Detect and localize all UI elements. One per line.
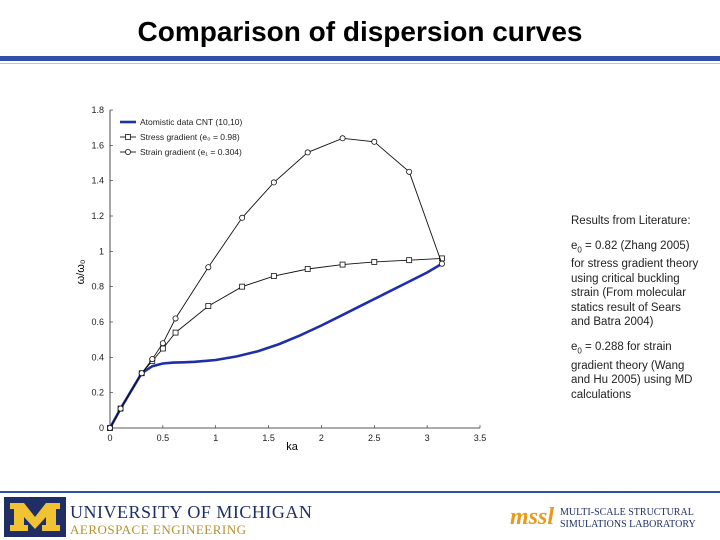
lab-name-line2: SIMULATIONS LABORATORY xyxy=(560,519,696,530)
y-tick-label: 1.8 xyxy=(91,105,104,115)
x-tick-label: 1.5 xyxy=(262,433,275,443)
legend-marker xyxy=(125,149,132,156)
x-tick-label: 3.5 xyxy=(474,433,487,443)
footer-divider xyxy=(0,491,720,493)
series-2 xyxy=(107,255,445,431)
literature-item-strain: e0 = 0.288 for strain gradient theory (W… xyxy=(571,340,693,401)
x-axis-label: ka xyxy=(286,441,299,453)
data-point xyxy=(138,370,145,377)
data-point xyxy=(159,340,166,347)
university-name: UNIVERSITY OF MICHIGAN xyxy=(70,502,313,522)
data-point xyxy=(239,283,246,290)
lab-name-line1: MULTI-SCALE STRUCTURAL xyxy=(560,507,694,518)
x-tick-label: 1 xyxy=(213,433,218,443)
data-point xyxy=(406,257,413,264)
chart-ticks: 0 0.5 1 1.5 2 2.5 3 3.5 0 0.2 0.4 0.6 0.8 1 1.2 1.4 1.6 1… xyxy=(91,105,486,443)
data-point xyxy=(205,303,212,310)
x-tick-label: 3 xyxy=(425,433,430,443)
data-point xyxy=(304,266,311,272)
title-divider-thin xyxy=(0,63,720,64)
x-tick-label: 0.5 xyxy=(157,433,170,443)
data-point xyxy=(172,315,179,322)
data-point xyxy=(107,424,114,431)
x-tick-label: 0 xyxy=(107,433,112,443)
y-tick-label: 0 xyxy=(99,423,104,433)
legend-label: Atomistic data CNT (10,10) xyxy=(140,117,243,127)
y-axis-label: ω/ω₀ xyxy=(75,260,87,285)
slide-title: Comparison of dispersion curves xyxy=(137,16,583,47)
y-tick-label: 0.2 xyxy=(91,388,104,398)
mssl-logo: mssl xyxy=(510,504,555,530)
data-point xyxy=(339,135,346,142)
legend-box xyxy=(116,113,268,165)
series-1 xyxy=(108,262,443,429)
data-point xyxy=(304,149,311,156)
chart-series xyxy=(107,135,445,431)
department-name: AEROSPACE ENGINEERING xyxy=(70,522,247,537)
data-point xyxy=(406,168,413,175)
y-tick-label: 1.2 xyxy=(91,211,104,221)
y-tick-label: 1.4 xyxy=(91,176,104,186)
dispersion-chart: 0 0.5 1 1.5 2 2.5 3 3.5 0 0.2 0.4 0.6 0.8 1 1.2 1.4 1.6 1… xyxy=(75,105,486,453)
data-point xyxy=(438,260,445,267)
literature-heading: Results from Literature: xyxy=(571,215,691,227)
legend-label: Stress gradient (e₀ = 0.98) xyxy=(140,132,240,142)
data-point xyxy=(270,179,277,186)
legend-label: Strain gradient (e₁ = 0.304) xyxy=(140,147,242,157)
legend-marker xyxy=(125,134,131,140)
y-tick-label: 1.6 xyxy=(91,140,104,150)
data-point xyxy=(117,405,124,412)
x-tick-label: 2 xyxy=(319,433,324,443)
y-tick-label: 1 xyxy=(99,246,104,256)
literature-notes: Results from Literature: e0 = 0.82 (Zhan… xyxy=(571,214,699,412)
university-block-m-logo xyxy=(4,497,66,537)
data-point xyxy=(205,264,212,271)
series-3 xyxy=(107,135,445,431)
chart-axes xyxy=(109,110,480,429)
data-point xyxy=(371,259,378,265)
data-point xyxy=(159,345,166,352)
data-point xyxy=(149,356,156,363)
y-tick-label: 0.6 xyxy=(91,317,104,327)
y-tick-label: 0.4 xyxy=(91,352,104,362)
y-tick-label: 0.8 xyxy=(91,282,104,292)
data-point xyxy=(270,273,277,279)
literature-item-stress: e0 = 0.82 (Zhang 2005) for stress gradie… xyxy=(571,239,699,329)
chart-legend: Atomistic data CNT (10,10) Stress gradien… xyxy=(116,113,268,165)
data-point xyxy=(239,214,246,221)
series-line xyxy=(109,257,442,429)
title-divider xyxy=(0,56,720,61)
series-line xyxy=(108,262,443,429)
lab-name: MULTI-SCALE STRUCTURAL SIMULATIONS LABOR… xyxy=(560,507,696,531)
data-point xyxy=(371,138,378,145)
x-tick-label: 2.5 xyxy=(368,433,381,443)
data-point xyxy=(172,329,179,336)
data-point xyxy=(339,261,346,268)
